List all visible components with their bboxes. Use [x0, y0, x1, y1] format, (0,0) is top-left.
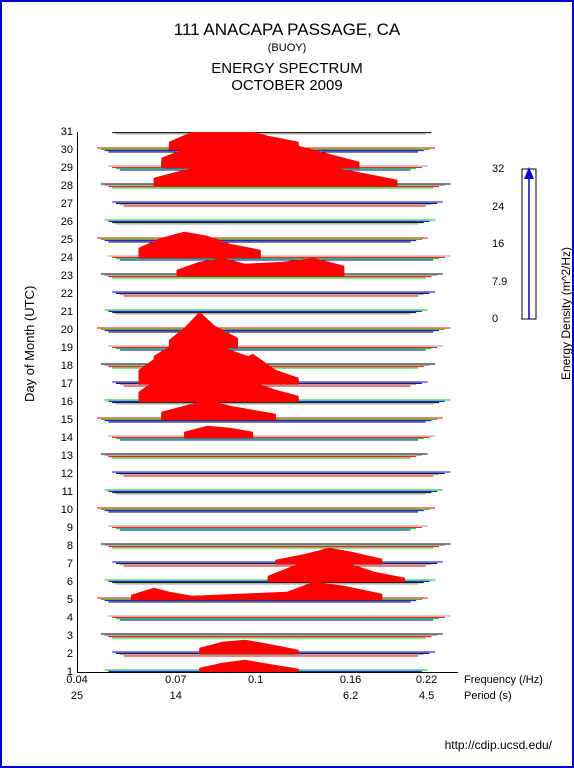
title-line1: 111 ANACAPA PASSAGE, CA	[2, 20, 572, 40]
y-axis-ticks: 1234567891011121314151617181920212223242…	[52, 132, 77, 672]
legend-tick: 32	[492, 163, 504, 175]
x-tick-freq: 0.1	[248, 674, 263, 686]
y-tick: 25	[53, 234, 73, 246]
x-tick-period: 4.5	[419, 690, 434, 702]
y-tick: 5	[53, 594, 73, 606]
title-line2: (BUOY)	[2, 42, 572, 54]
y-tick: 8	[53, 540, 73, 552]
title-line3: ENERGY SPECTRUM	[2, 60, 572, 77]
y-tick: 26	[53, 216, 73, 228]
y-tick: 18	[53, 360, 73, 372]
x-tick-freq: 0.16	[340, 674, 361, 686]
x-tick-freq: 0.04	[66, 674, 87, 686]
x-tick-freq: 0.22	[416, 674, 437, 686]
y-tick: 29	[53, 162, 73, 174]
x-axis-period-label: Period (s)	[464, 690, 512, 702]
legend-tick: 0	[492, 313, 498, 325]
legend-label: Energy Density (m^2/Hz)	[559, 247, 573, 380]
legend-tick: 24	[492, 201, 504, 213]
y-tick: 19	[53, 342, 73, 354]
y-tick: 22	[53, 288, 73, 300]
y-tick: 31	[53, 126, 73, 138]
legend-tick: 7.9	[492, 276, 507, 288]
x-tick-period: 6.2	[343, 690, 358, 702]
x-axis-freq-label: Frequency (/Hz)	[464, 674, 543, 686]
y-tick: 11	[53, 486, 73, 498]
title-line4: OCTOBER 2009	[2, 77, 572, 94]
y-tick: 10	[53, 504, 73, 516]
y-tick: 28	[53, 180, 73, 192]
energy-density-legend: Energy Density (m^2/Hz) 3224167.90	[492, 167, 557, 322]
y-tick: 30	[53, 144, 73, 156]
y-tick: 15	[53, 414, 73, 426]
y-axis-label: Day of Month (UTC)	[22, 286, 37, 402]
y-tick: 17	[53, 378, 73, 390]
x-tick-period: 14	[170, 690, 182, 702]
y-tick: 21	[53, 306, 73, 318]
y-tick: 13	[53, 450, 73, 462]
y-tick: 27	[53, 198, 73, 210]
y-tick: 7	[53, 558, 73, 570]
y-tick: 9	[53, 522, 73, 534]
y-tick: 12	[53, 468, 73, 480]
y-tick: 3	[53, 630, 73, 642]
y-tick: 4	[53, 612, 73, 624]
chart-frame: 111 ANACAPA PASSAGE, CA (BUOY) ENERGY SP…	[0, 0, 574, 768]
y-tick: 24	[53, 252, 73, 264]
y-tick: 14	[53, 432, 73, 444]
legend-tick: 16	[492, 238, 504, 250]
footer-url: http://cdip.ucsd.edu/	[445, 738, 552, 752]
x-tick-period: 25	[71, 690, 83, 702]
y-tick: 6	[53, 576, 73, 588]
x-tick-freq: 0.07	[165, 674, 186, 686]
y-tick: 23	[53, 270, 73, 282]
chart-titles: 111 ANACAPA PASSAGE, CA (BUOY) ENERGY SP…	[2, 2, 572, 94]
y-tick: 2	[53, 648, 73, 660]
y-tick: 20	[53, 324, 73, 336]
y-tick: 16	[53, 396, 73, 408]
plot-area	[77, 132, 458, 673]
spectrum-ridgeline-svg	[78, 132, 458, 672]
